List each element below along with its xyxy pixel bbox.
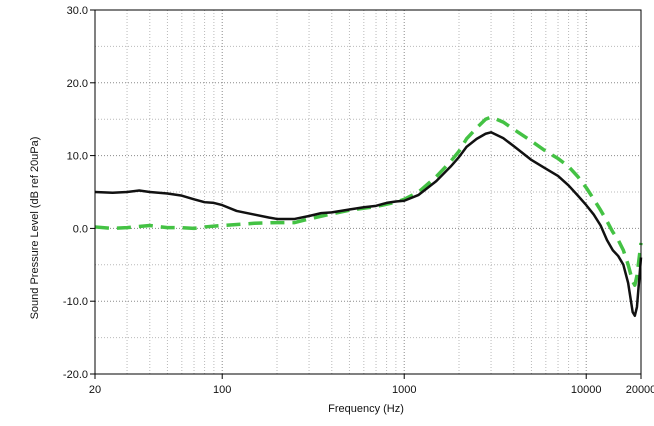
minor-gridlines — [95, 10, 641, 374]
tick-marks — [90, 9, 642, 379]
y-tick-label: 20.0 — [67, 78, 88, 90]
x-axis-title: Frequency (Hz) — [328, 403, 404, 415]
dashed-green-response-curve — [94, 115, 643, 287]
x-tick-label: 20 — [89, 384, 101, 396]
series-layer — [94, 115, 643, 318]
x-tick-label: 100 — [213, 384, 231, 396]
x-tick-label: 20000 — [626, 384, 654, 396]
y-axis-title: Sound Pressure Level (dB ref 20uPa) — [29, 137, 41, 320]
solid-black-response-curve — [94, 131, 643, 318]
y-tick-label: 10.0 — [67, 151, 88, 163]
y-tick-label: 30.0 — [67, 5, 88, 17]
x-tick-labels: 20 100 1000 10000 20000 — [89, 384, 654, 396]
y-tick-label: 0.0 — [73, 223, 88, 235]
y-tick-label: -20.0 — [63, 369, 88, 381]
x-tick-label: 10000 — [571, 384, 602, 396]
y-tick-labels: 30.0 20.0 10.0 0.0 -10.0 -20.0 — [63, 5, 88, 381]
plot-frame — [94, 9, 642, 375]
x-tick-label: 1000 — [392, 384, 416, 396]
y-tick-label: -10.0 — [63, 296, 88, 308]
